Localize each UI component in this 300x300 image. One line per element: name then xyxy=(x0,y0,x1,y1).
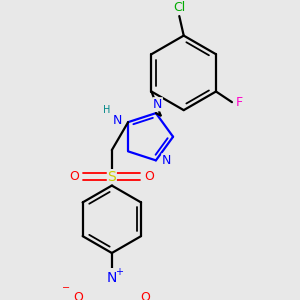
Text: −: − xyxy=(61,283,70,292)
Text: F: F xyxy=(236,96,243,109)
Text: H: H xyxy=(103,105,110,115)
Text: Cl: Cl xyxy=(173,1,185,14)
Text: N: N xyxy=(107,271,117,285)
Text: N: N xyxy=(113,114,122,127)
Text: O: O xyxy=(141,291,151,300)
Text: O: O xyxy=(73,291,83,300)
Text: O: O xyxy=(144,170,154,183)
Text: +: + xyxy=(115,267,123,277)
Text: N: N xyxy=(162,154,171,167)
Text: O: O xyxy=(70,170,80,183)
Text: N: N xyxy=(153,98,162,111)
Text: S: S xyxy=(107,170,116,184)
